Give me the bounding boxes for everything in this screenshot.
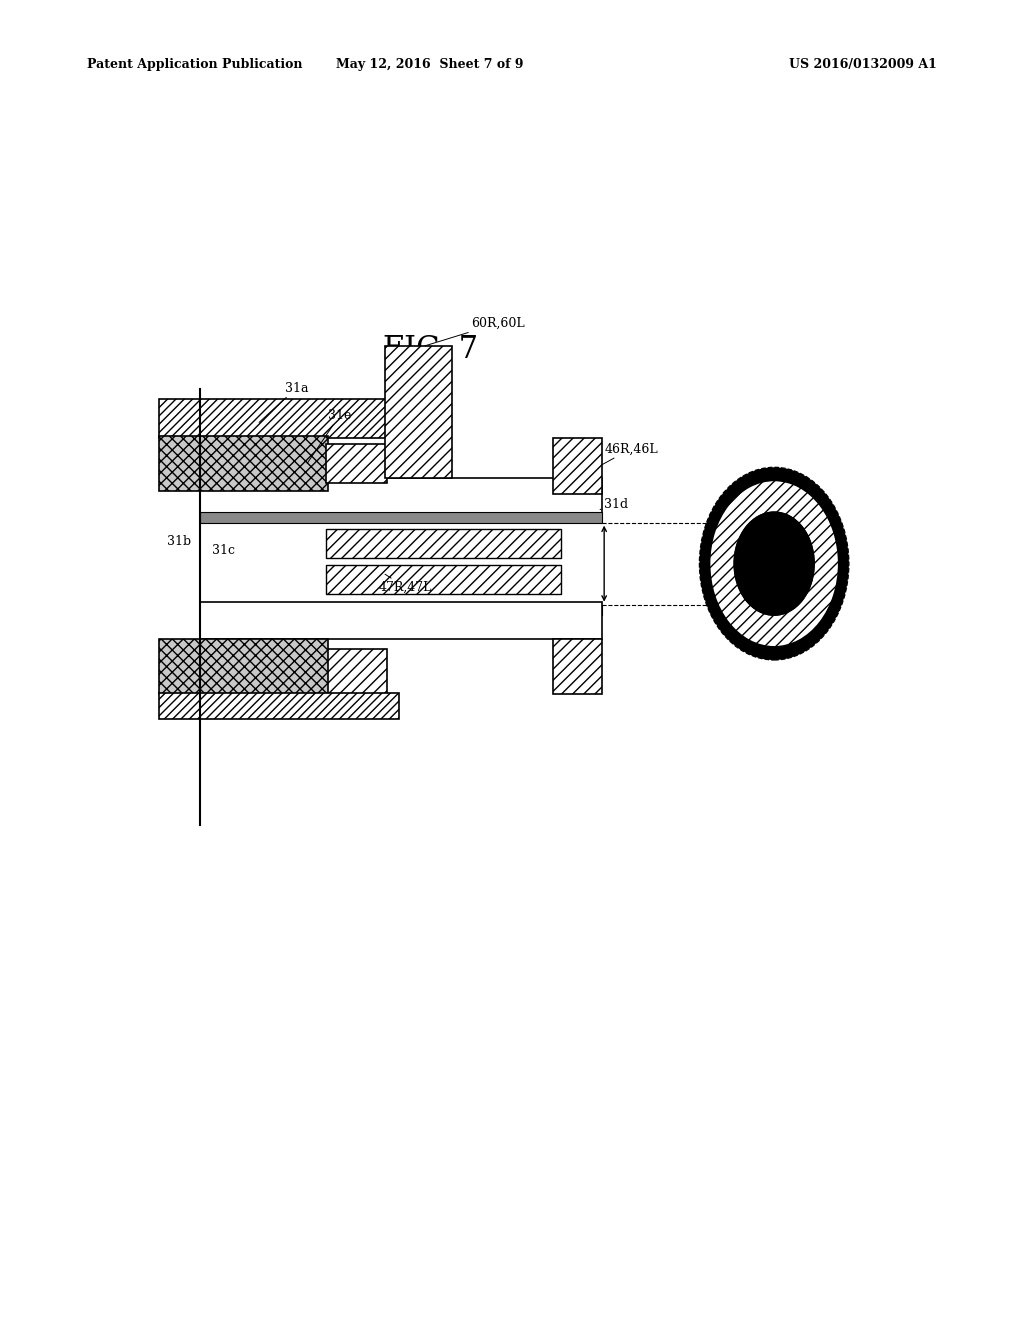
Bar <box>326 529 561 558</box>
Text: 31a: 31a <box>259 381 308 422</box>
Circle shape <box>699 467 849 660</box>
Bar <box>326 444 387 483</box>
Bar <box>159 639 328 694</box>
Text: 31b: 31b <box>167 535 191 548</box>
Bar <box>326 649 387 694</box>
Circle shape <box>734 512 814 615</box>
Bar <box>553 639 602 694</box>
Bar <box>200 512 602 523</box>
Bar <box>200 605 602 615</box>
Text: 31e: 31e <box>307 409 351 463</box>
Bar <box>553 438 602 494</box>
Bar <box>159 693 399 719</box>
Text: 46R,46L: 46R,46L <box>602 442 657 465</box>
Bar <box>159 399 399 438</box>
Text: FIG. 7: FIG. 7 <box>383 334 477 366</box>
Bar <box>200 478 602 515</box>
Text: 60R,60L: 60R,60L <box>425 317 524 346</box>
Bar <box>159 436 328 491</box>
Bar <box>385 346 452 478</box>
Bar <box>200 602 602 639</box>
Text: 31c: 31c <box>212 544 234 557</box>
Circle shape <box>754 537 795 590</box>
Text: US 2016/0132009 A1: US 2016/0132009 A1 <box>790 58 937 71</box>
Bar <box>326 565 561 594</box>
Text: Patent Application Publication: Patent Application Publication <box>87 58 302 71</box>
Text: May 12, 2016  Sheet 7 of 9: May 12, 2016 Sheet 7 of 9 <box>336 58 524 71</box>
Text: 47R,47L: 47R,47L <box>379 574 432 594</box>
Text: 31d: 31d <box>600 498 629 511</box>
